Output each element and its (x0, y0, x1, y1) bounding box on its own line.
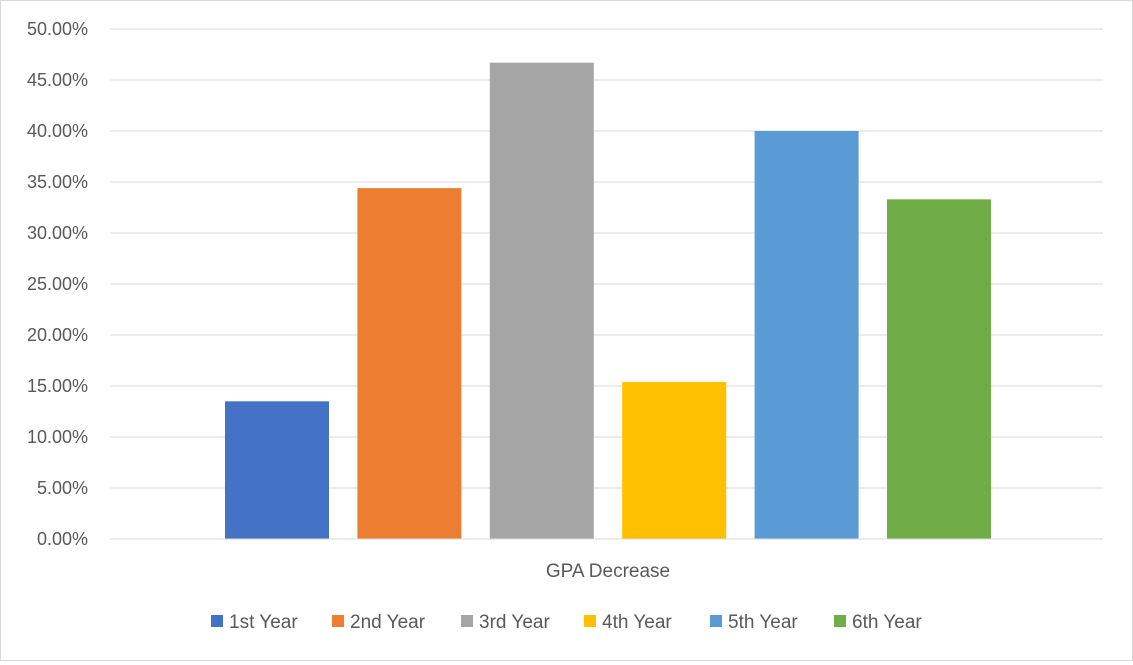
y-tick-label: 30.00% (27, 223, 88, 243)
y-tick-label: 25.00% (27, 274, 88, 294)
x-axis-category-labels: GPA Decrease (546, 561, 670, 582)
legend-label: 4th Year (602, 612, 672, 633)
legend-swatch (211, 615, 223, 627)
y-tick-label: 40.00% (27, 121, 88, 141)
x-category-label: GPA Decrease (546, 561, 670, 582)
legend: 1st Year 2nd Year 3rd Year 4th Year 5th Year… (211, 612, 922, 633)
legend-label: 3rd Year (479, 612, 550, 633)
y-tick-label: 15.00% (27, 376, 88, 396)
legend-label: 6th Year (852, 612, 922, 633)
y-tick-label: 0.00% (37, 529, 88, 549)
bar-4 (622, 381, 727, 539)
bar-2 (357, 188, 462, 539)
legend-label: 2nd Year (350, 612, 426, 633)
bar-3 (489, 62, 594, 539)
y-tick-label: 45.00% (27, 70, 88, 90)
y-tick-label: 35.00% (27, 172, 88, 192)
bar-5 (754, 131, 859, 539)
legend-item: 2nd Year (332, 612, 426, 633)
legend-item: 5th Year (710, 612, 798, 633)
legend-label: 5th Year (728, 612, 798, 633)
y-tick-label: 50.00% (27, 19, 88, 39)
legend-item: 3rd Year (461, 612, 550, 633)
bar-1 (225, 401, 329, 539)
bar-6 (887, 199, 991, 539)
legend-label: 1st Year (229, 612, 298, 633)
bars (225, 62, 991, 539)
legend-item: 1st Year (211, 612, 298, 633)
legend-item: 4th Year (584, 612, 672, 633)
y-axis-tick-labels: 0.00% 5.00% 10.00% 15.00% 20.00% 25.00% 30.00%… (27, 19, 88, 549)
y-tick-label: 20.00% (27, 325, 88, 345)
legend-swatch (834, 615, 846, 627)
legend-swatch (584, 615, 596, 627)
y-tick-label: 10.00% (27, 427, 88, 447)
legend-swatch (461, 615, 473, 627)
legend-item: 6th Year (834, 612, 922, 633)
legend-swatch (332, 615, 344, 627)
y-tick-label: 5.00% (37, 478, 88, 498)
legend-swatch (710, 615, 722, 627)
